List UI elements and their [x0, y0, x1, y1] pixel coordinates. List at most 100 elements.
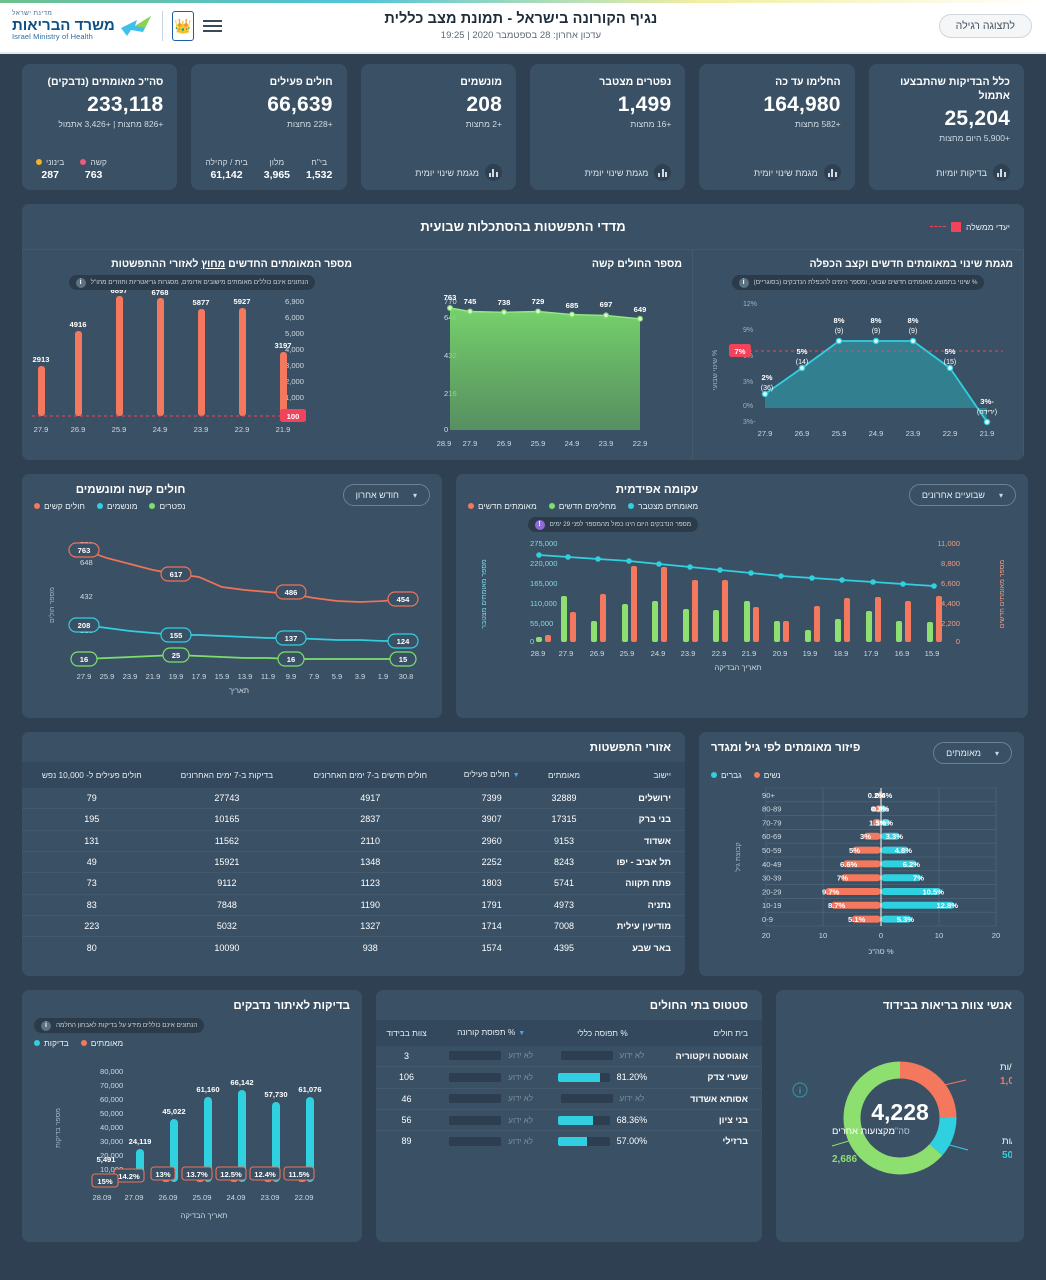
svg-text:4.8%: 4.8%	[895, 846, 913, 855]
table-row[interactable]: בני ציון 68.36% לא ידוע 56	[376, 1108, 762, 1131]
kpi-active-patients[interactable]: חולים פעילים 66,639 +228 מחצות בית / קהי…	[191, 64, 347, 190]
svg-text:763: 763	[444, 293, 457, 302]
epi-tooltip[interactable]: ! מספר הנדבקים היום הינו כפול מהמספר לפנ…	[527, 517, 699, 532]
table-row[interactable]: תל אביב - יפו 8243 2252 1348 15921 49	[22, 850, 685, 873]
cell-new7d: 1327	[292, 914, 449, 937]
cell-hospital: אוגוסטה ויקטוריה	[675, 1050, 748, 1061]
svg-text:1.9: 1.9	[378, 672, 389, 681]
table-row[interactable]: ברזילי 57.00% לא ידוע 89	[376, 1130, 762, 1152]
svg-text:25.9: 25.9	[112, 425, 127, 434]
breakdown-value: 1,532	[306, 169, 333, 181]
svg-text:24.9: 24.9	[651, 649, 666, 658]
col-active[interactable]: ▼חולים פעילים	[448, 762, 536, 788]
svg-text:8,800: 8,800	[941, 559, 960, 568]
row-severe-and-epi: חולים קשה ומונשמים חולים קשים מונשמים נפ…	[22, 474, 1028, 718]
col-confirmed[interactable]: מאומתים	[535, 762, 593, 788]
cell-per10k: 80	[22, 936, 162, 958]
table-row[interactable]: אסותא אשדוד לא ידוע לא ידוע 46	[376, 1087, 762, 1110]
panel-tooltip[interactable]: i הנתונים אינם כוללים מאומתים מישובים אד…	[68, 275, 316, 290]
svg-text:6768: 6768	[152, 290, 169, 297]
kpi-recovered[interactable]: החלימו עד כה 164,980 +582 מחצות מגמת שינ…	[699, 64, 855, 190]
svg-text:10: 10	[819, 931, 827, 940]
table-row[interactable]: אוגוסטה ויקטוריה לא ידוע לא ידוע 3	[376, 1046, 762, 1067]
cell-locality: מודיעין עילית	[593, 914, 685, 937]
cell-locality: אשדוד	[593, 829, 685, 852]
kpi-breakdown-item: קשה 763	[80, 157, 107, 181]
svg-text:24.9: 24.9	[565, 439, 580, 448]
tests-tooltip[interactable]: i הנתונים אינם כוללים מידע על בדיקות לאב…	[34, 1018, 205, 1033]
svg-text:5.9: 5.9	[332, 672, 343, 681]
table-row[interactable]: נתניה 4973 1791 1190 7848 83	[22, 893, 685, 916]
bar-chart-icon	[484, 164, 502, 181]
col-general-occupancy[interactable]: % תפוסה כללי	[545, 1020, 660, 1046]
table-row[interactable]: ירושלים 32889 7399 4917 27743 79	[22, 788, 685, 809]
occupancy-bar	[449, 1051, 502, 1061]
card-epidemic-curve: עקומה אפידמית מאומתים חדשים מחלימים חדשי…	[456, 474, 1028, 718]
svg-text:5%: 5%	[849, 846, 860, 855]
svg-text:70-79: 70-79	[762, 818, 781, 827]
svg-text:1.6%: 1.6%	[876, 818, 894, 827]
legend-dot-icon	[149, 503, 156, 509]
svg-text:165,000: 165,000	[530, 579, 557, 588]
table-row[interactable]: באר שבע 4395 1574 938 10090 80	[22, 936, 685, 958]
kpi-breakdown: בית / קהילה 61,142 מלון 3,965 בי"ח 1,532	[205, 157, 332, 181]
kpi-footer[interactable]: מגמת שינוי יומית	[713, 164, 841, 181]
kpi-footer[interactable]: בדיקות יומיות	[883, 164, 1010, 181]
svg-text:26.9: 26.9	[71, 425, 86, 434]
legend-dot-icon	[548, 503, 555, 509]
col-hospital[interactable]: בית חולים	[659, 1020, 762, 1046]
table-row[interactable]: שערי צדק 81.20% לא ידוע 106	[376, 1066, 762, 1088]
kpi-ventilated[interactable]: מונשמים 208 +2 מחצות מגמת שינוי יומית	[360, 64, 516, 190]
legend-item-ventilated: מונשמים	[96, 501, 137, 511]
col-active-per-10k[interactable]: חולים פעילים ל- 10,000 נפש	[22, 762, 162, 788]
cell-per10k: 195	[22, 808, 162, 830]
table-row[interactable]: מודיעין עילית 7008 1714 1327 5032 223	[22, 914, 685, 937]
panel-tooltip[interactable]: i % שינוי בתמוצע מאומתים חדשים שבועי, ומ…	[731, 275, 985, 290]
svg-text:124: 124	[397, 637, 410, 646]
table-row[interactable]: פתח תקווה 5741 1803 1123 9112 73	[22, 872, 685, 895]
svg-text:275,000: 275,000	[530, 539, 557, 548]
legend-label: מחלימים חדשים	[558, 501, 617, 511]
col-staff-quarantine[interactable]: צוות בבידוד	[376, 1020, 438, 1046]
metric-select-confirmed[interactable]: ▾ מאומתים	[933, 742, 1012, 764]
kpi-deaths[interactable]: נפטרים מצטבר 1,499 +16 מחצות מגמת שינוי …	[529, 64, 686, 190]
col-new-7d[interactable]: חולים חדשים ב-7 ימים האחרונים	[292, 762, 449, 788]
donut-total-value: 4,228	[871, 1099, 929, 1125]
weekly-header: מדדי התפשטות בהסתכלות שבועית יעדי ממשלה	[22, 204, 1024, 250]
kpi-tests-yesterday[interactable]: כלל הבדיקות שהתבצעו אתמול 25,204 +5,900 …	[868, 64, 1024, 190]
svg-text:9.9: 9.9	[286, 672, 297, 681]
kpi-footer[interactable]: מגמת שינוי יומית	[375, 164, 502, 181]
table-header-row: יישוב מאומתים ▼חולים פעילים חולים חדשים …	[22, 762, 685, 788]
weekly-title: מדדי התפשטות בהסתכלות שבועית	[420, 219, 626, 234]
svg-text:55,000: 55,000	[530, 619, 553, 628]
table-row[interactable]: בני ברק 17315 3907 2837 10165 195	[22, 808, 685, 830]
cell-active: 1791	[448, 893, 536, 916]
col-tests-7d[interactable]: בדיקות ב-7 ימים האחרונים	[161, 762, 293, 788]
col-locality[interactable]: יישוב	[593, 762, 685, 788]
table-row[interactable]: אשדוד 9153 2960 2110 11562 131	[22, 829, 685, 852]
kpi-total-confirmed[interactable]: סה"כ מאומתים (נדבקים) 233,118 +826 מחצות…	[22, 64, 178, 190]
cell-tests7d: 27743	[214, 792, 240, 803]
svg-text:486: 486	[285, 588, 298, 597]
kpi-value: 25,204	[944, 107, 1010, 131]
panel-doubling-rate: מגמת שינוי במאומתים חדשים וקצב הכפלה i %…	[693, 250, 1024, 460]
kpi-footer[interactable]: מגמת שינוי יומית	[544, 164, 672, 181]
period-select-last-month[interactable]: ▾ חודש אחרון	[342, 484, 430, 506]
svg-text:3.3%: 3.3%	[886, 832, 904, 841]
normal-view-button[interactable]: לתצוגה רגילה	[938, 14, 1032, 38]
svg-text:80,000: 80,000	[100, 1067, 123, 1076]
period-select-two-weeks[interactable]: ▾ שבועיים אחרונים	[908, 484, 1016, 506]
breakdown-label: בינוני	[46, 157, 65, 167]
legend-item-men: גברים	[711, 770, 742, 780]
svg-text:110,000: 110,000	[530, 599, 557, 608]
occupancy-bar	[557, 1136, 610, 1146]
svg-text:19.9: 19.9	[803, 649, 818, 658]
menu-icon[interactable]	[202, 20, 222, 32]
kpi-footer-label: מגמת שינוי יומית	[415, 167, 479, 178]
col-corona-occupancy[interactable]: ▼% תפוסת קורונה	[437, 1020, 546, 1046]
svg-text:0: 0	[956, 637, 960, 646]
cell-confirmed: 4973	[535, 893, 593, 916]
breakdown-label: מלון	[269, 157, 285, 167]
spread-areas-body: ירושלים 32889 7399 4917 27743 79 בני ברק…	[22, 788, 685, 958]
svg-text:13.7%: 13.7%	[186, 1170, 208, 1179]
